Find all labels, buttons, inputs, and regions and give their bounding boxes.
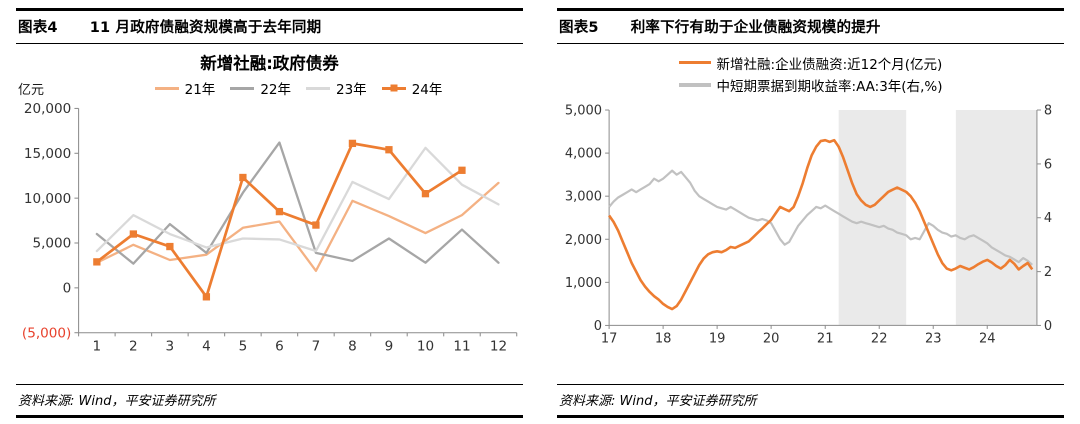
figure5-footer-rule: [557, 384, 1064, 385]
legend-item-yield: 中短期票据到期收益率:AA:3年(右,%): [678, 75, 943, 95]
svg-text:0: 0: [1044, 318, 1052, 333]
figure4-source: 资料来源: Wind，平安证券研究所: [18, 394, 216, 409]
figure5-chart-area: 新增社融:企业债融资:近12个月(亿元) 中短期票据到期收益率:AA:3年(右,…: [557, 44, 1064, 384]
svg-text:5,000: 5,000: [565, 103, 602, 118]
svg-text:6: 6: [1044, 157, 1052, 172]
svg-text:19: 19: [709, 331, 726, 346]
legend-item-year23: 23年: [306, 78, 367, 98]
figure4-panel: 图表4 11 月政府债融资规模高于去年同期 新增社融:政府债券 亿元 21年 2…: [16, 8, 523, 418]
figure4-chart-area: 新增社融:政府债券 亿元 21年 22年 23年: [16, 44, 523, 384]
figure5-top-rule: [557, 8, 1064, 11]
svg-text:2: 2: [1044, 265, 1052, 280]
figure4-top-rule: [16, 8, 523, 11]
svg-text:20,000: 20,000: [24, 101, 71, 117]
figure5-panel: 图表5 利率下行有助于企业债融资规模的提升 新增社融:企业债融资:近12个月(亿…: [557, 8, 1064, 418]
svg-text:9: 9: [385, 338, 394, 354]
legend-line-corp-bond-icon: [678, 60, 711, 65]
gov-bond-legend-items: 21年 22年 23年 24年: [74, 78, 523, 98]
legend-label-corp-bond: 新增社融:企业债融资:近12个月(亿元): [716, 56, 943, 73]
svg-text:5,000: 5,000: [33, 236, 72, 252]
svg-text:8: 8: [348, 338, 357, 354]
svg-text:0: 0: [594, 318, 602, 333]
legend-line-year24-icon: [381, 86, 406, 90]
svg-text:10: 10: [417, 338, 434, 354]
gov-bond-legend: 亿元 21年 22年 23年: [16, 76, 523, 98]
svg-text:11: 11: [453, 338, 470, 354]
svg-text:17: 17: [601, 331, 618, 346]
figure5-title: 利率下行有助于企业债融资规模的提升: [630, 20, 881, 36]
svg-text:15,000: 15,000: [24, 146, 71, 162]
svg-text:20: 20: [763, 331, 780, 346]
svg-text:10,000: 10,000: [24, 191, 71, 207]
figure4-label: 图表4: [18, 20, 58, 36]
svg-text:4: 4: [1044, 211, 1052, 226]
figure4-title: 11 月政府债融资规模高于去年同期: [89, 20, 322, 36]
legend-label-year22: 22年: [260, 82, 291, 98]
svg-text:12: 12: [490, 338, 507, 354]
legend-item-year21: 21年: [154, 78, 216, 98]
svg-text:6: 6: [275, 338, 284, 354]
legend-item-corp-bond: 新增社融:企业债融资:近12个月(亿元): [678, 53, 943, 73]
svg-text:2,000: 2,000: [565, 232, 602, 247]
svg-text:22: 22: [871, 331, 888, 346]
svg-text:4,000: 4,000: [565, 146, 602, 161]
y-axis-unit-label: 亿元: [18, 82, 45, 98]
legend-line-year21-icon: [154, 86, 179, 90]
legend-label-year24: 24年: [411, 82, 443, 98]
figure4-footer-rule: [16, 384, 523, 385]
figure5-bottom-rule: [557, 415, 1064, 418]
legend-line-year23-icon: [306, 86, 330, 90]
svg-text:(5,000): (5,000): [22, 325, 71, 341]
svg-text:8: 8: [1044, 103, 1052, 118]
legend-line-yield-icon: [678, 83, 711, 87]
svg-text:0: 0: [63, 281, 72, 297]
svg-text:1: 1: [93, 338, 102, 354]
figure4-header: 图表4 11 月政府债融资规模高于去年同期: [16, 11, 523, 43]
figure4-bottom-rule: [16, 415, 523, 418]
figure5-source: 资料来源: Wind，平安证券研究所: [559, 394, 757, 409]
corp-bond-legend: 新增社融:企业债融资:近12个月(亿元) 中短期票据到期收益率:AA:3年(右,…: [678, 48, 943, 100]
svg-text:24: 24: [979, 331, 996, 346]
svg-text:2: 2: [129, 338, 138, 354]
figure4-header-rule: [16, 43, 523, 44]
svg-text:3: 3: [166, 338, 175, 354]
svg-text:7: 7: [312, 338, 321, 354]
svg-text:23: 23: [925, 331, 942, 346]
gov-bond-chart-title: 新增社融:政府债券: [200, 54, 339, 73]
svg-text:1,000: 1,000: [565, 275, 602, 290]
legend-item-year24: 24年: [381, 78, 443, 98]
figure5-label: 图表5: [559, 20, 599, 36]
legend-line-year22-icon: [230, 86, 255, 90]
svg-text:18: 18: [655, 331, 672, 346]
svg-text:3,000: 3,000: [565, 189, 602, 204]
figure5-header: 图表5 利率下行有助于企业债融资规模的提升: [557, 11, 1064, 43]
legend-label-year21: 21年: [184, 82, 216, 98]
svg-text:4: 4: [202, 338, 211, 354]
figure5-header-rule: [557, 43, 1064, 44]
legend-label-year23: 23年: [336, 82, 367, 98]
svg-text:5: 5: [239, 338, 248, 354]
svg-text:21: 21: [817, 331, 834, 346]
legend-item-year22: 22年: [230, 78, 291, 98]
legend-label-yield: 中短期票据到期收益率:AA:3年(右,%): [716, 79, 943, 95]
